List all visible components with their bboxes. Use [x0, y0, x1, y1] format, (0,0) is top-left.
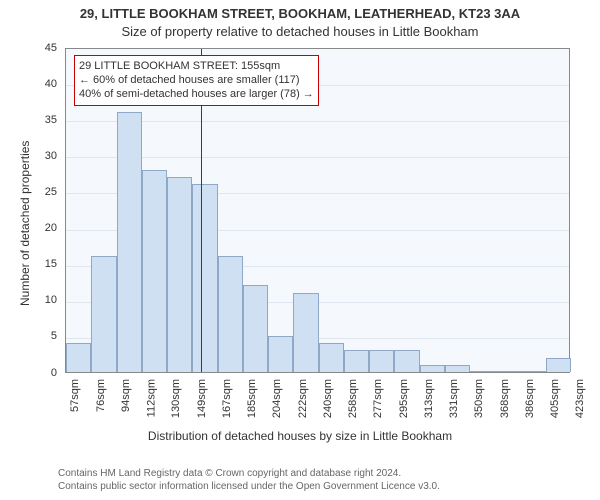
annotation-line-1: 29 LITTLE BOOKHAM STREET: 155sqm: [79, 60, 314, 74]
y-tick-label: 5: [0, 331, 57, 342]
chart-container: 29, LITTLE BOOKHAM STREET, BOOKHAM, LEAT…: [0, 0, 600, 500]
x-tick-label: 222sqm: [298, 379, 309, 418]
histogram-bar: [394, 350, 419, 372]
x-tick-label: 331sqm: [449, 379, 460, 418]
histogram-bar: [142, 170, 167, 372]
x-tick-label: 185sqm: [247, 379, 258, 418]
histogram-bar: [344, 350, 369, 372]
y-tick-label: 25: [0, 187, 57, 198]
x-tick-label: 313sqm: [424, 379, 435, 418]
y-tick-label: 0: [0, 368, 57, 379]
y-tick-label: 10: [0, 295, 57, 306]
x-tick-label: 405sqm: [550, 379, 561, 418]
chart-title-line2: Size of property relative to detached ho…: [0, 24, 600, 39]
histogram-bar: [521, 371, 546, 372]
x-tick-label: 204sqm: [273, 379, 284, 418]
histogram-bar: [369, 350, 394, 372]
x-tick-label: 295sqm: [399, 379, 410, 418]
x-axis-label: Distribution of detached houses by size …: [0, 429, 600, 443]
x-tick-label: 112sqm: [146, 379, 157, 417]
x-tick-label: 130sqm: [172, 379, 183, 418]
annotation-line-3: 40% of semi-detached houses are larger (…: [79, 88, 314, 102]
histogram-bar: [192, 184, 217, 372]
histogram-bar: [218, 256, 243, 372]
x-tick-label: 423sqm: [576, 379, 587, 418]
histogram-bar: [470, 371, 495, 372]
chart-title-line1: 29, LITTLE BOOKHAM STREET, BOOKHAM, LEAT…: [0, 6, 600, 21]
x-tick-label: 240sqm: [323, 379, 334, 418]
footer: Contains HM Land Registry data © Crown c…: [58, 468, 600, 493]
footer-line-2: Contains public sector information licen…: [58, 481, 600, 494]
x-tick-label: 350sqm: [475, 379, 486, 418]
footer-line-1: Contains HM Land Registry data © Crown c…: [58, 468, 600, 481]
histogram-bar: [445, 365, 470, 372]
x-tick-label: 258sqm: [348, 379, 359, 418]
y-tick-label: 40: [0, 79, 57, 90]
histogram-bar: [91, 256, 116, 372]
y-tick-label: 35: [0, 115, 57, 126]
histogram-bar: [243, 285, 268, 372]
x-tick-label: 386sqm: [525, 379, 536, 418]
y-tick-label: 30: [0, 151, 57, 162]
histogram-bar: [117, 112, 142, 372]
y-tick-label: 15: [0, 259, 57, 270]
histogram-bar: [495, 371, 520, 372]
histogram-bar: [66, 343, 91, 372]
x-tick-label: 368sqm: [500, 379, 511, 418]
annotation-line-2: ← 60% of detached houses are smaller (11…: [79, 74, 314, 88]
x-tick-label: 76sqm: [96, 379, 107, 412]
plot-area: 29 LITTLE BOOKHAM STREET: 155sqm ← 60% o…: [65, 48, 570, 373]
histogram-bar: [167, 177, 192, 372]
x-tick-label: 167sqm: [222, 379, 233, 418]
histogram-bar: [546, 358, 571, 372]
x-tick-label: 149sqm: [197, 379, 208, 418]
annotation-box: 29 LITTLE BOOKHAM STREET: 155sqm ← 60% o…: [74, 55, 319, 106]
x-tick-label: 57sqm: [71, 379, 82, 412]
histogram-bar: [319, 343, 344, 372]
y-tick-label: 20: [0, 223, 57, 234]
histogram-bar: [293, 293, 318, 372]
y-tick-label: 45: [0, 43, 57, 54]
histogram-bar: [420, 365, 445, 372]
histogram-bar: [268, 336, 293, 372]
x-tick-label: 94sqm: [121, 379, 132, 412]
x-tick-label: 277sqm: [374, 379, 385, 418]
